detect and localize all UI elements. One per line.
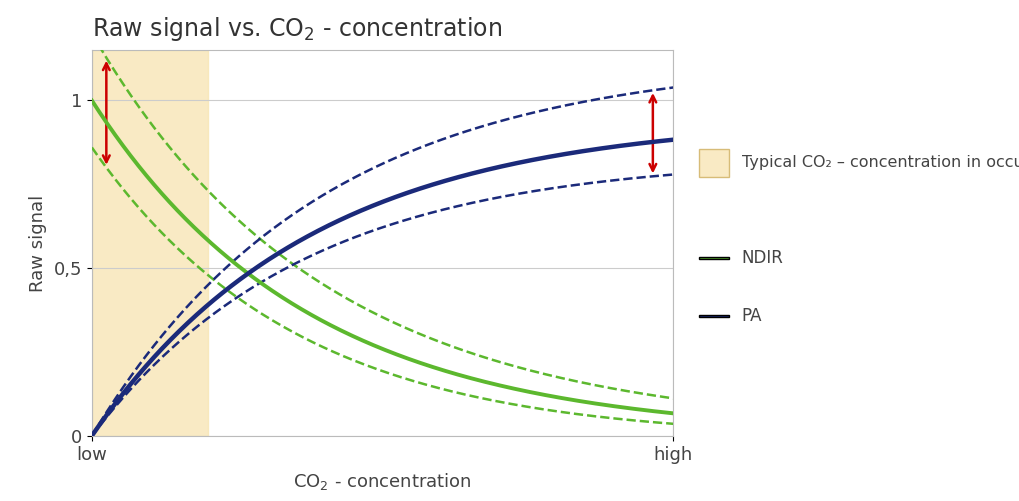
- Text: Typical CO₂ – concentration in occupied spaces: Typical CO₂ – concentration in occupied …: [741, 155, 1019, 170]
- Bar: [92, 50, 208, 436]
- Text: Raw signal vs. CO$_2$ - concentration: Raw signal vs. CO$_2$ - concentration: [92, 15, 501, 43]
- Text: NDIR: NDIR: [741, 249, 783, 267]
- Text: PA: PA: [741, 307, 761, 325]
- X-axis label: CO$_2$ - concentration: CO$_2$ - concentration: [293, 470, 471, 491]
- Y-axis label: Raw signal: Raw signal: [29, 194, 47, 292]
